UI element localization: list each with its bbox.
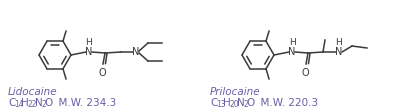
Text: O: O — [247, 98, 255, 108]
Text: O: O — [301, 68, 309, 78]
Text: N: N — [85, 47, 93, 57]
Text: O: O — [44, 98, 53, 108]
Text: 2: 2 — [243, 99, 248, 109]
Text: N: N — [335, 47, 343, 57]
Text: H: H — [289, 38, 295, 47]
Text: M.W. 234.3: M.W. 234.3 — [52, 98, 116, 108]
Text: 13: 13 — [216, 99, 226, 109]
Text: H: H — [223, 98, 231, 108]
Text: N: N — [35, 98, 42, 108]
Text: H: H — [21, 98, 29, 108]
Text: 2: 2 — [41, 99, 46, 109]
Text: 22: 22 — [27, 99, 37, 109]
Text: 14: 14 — [14, 99, 24, 109]
Text: H: H — [85, 38, 92, 47]
Text: C: C — [8, 98, 15, 108]
Text: Lidocaine: Lidocaine — [8, 87, 58, 97]
Text: N: N — [132, 47, 140, 57]
Text: 20: 20 — [229, 99, 239, 109]
Text: Prilocaine: Prilocaine — [210, 87, 261, 97]
Text: N: N — [288, 47, 296, 57]
Text: C: C — [210, 98, 217, 108]
Text: O: O — [98, 68, 106, 78]
Text: H: H — [336, 38, 343, 47]
Text: N: N — [237, 98, 244, 108]
Text: M.W. 220.3: M.W. 220.3 — [254, 98, 318, 108]
